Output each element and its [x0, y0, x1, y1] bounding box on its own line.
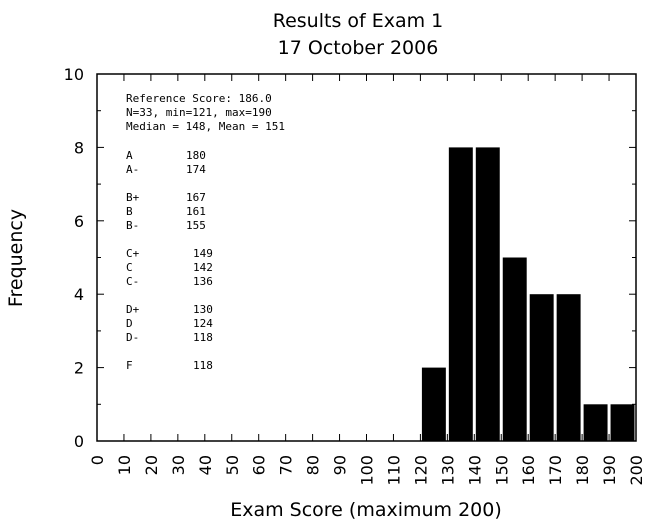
- bar-180: [583, 404, 608, 441]
- bar-160: [529, 294, 554, 441]
- y-tick-label: 2: [74, 359, 84, 378]
- y-axis-label: Frequency: [5, 209, 27, 307]
- x-tick-label: 190: [600, 455, 619, 486]
- bar-120: [421, 367, 446, 441]
- grade-label: C+: [126, 247, 140, 260]
- grade-cutoff-score: 180: [186, 149, 206, 162]
- grade-label: D: [126, 317, 133, 330]
- grade-label: A-: [126, 163, 139, 176]
- x-tick-label: 100: [358, 455, 377, 486]
- bar-150: [502, 257, 527, 441]
- y-tick-label: 6: [74, 212, 84, 231]
- grade-cutoff-score: 155: [186, 219, 206, 232]
- grade-cutoff-score: 174: [186, 163, 206, 176]
- x-tick-label: 130: [438, 455, 457, 486]
- grade-cutoff-score: 118: [193, 331, 213, 344]
- x-tick-label: 180: [573, 455, 592, 486]
- bar-130: [448, 147, 473, 441]
- x-axis-label: Exam Score (maximum 200): [230, 499, 502, 521]
- bars-group: [421, 147, 635, 441]
- grade-cutoff-score: 149: [193, 247, 213, 260]
- grade-label: F: [126, 359, 133, 372]
- chart-subtitle: 17 October 2006: [278, 37, 439, 59]
- x-tick-label: 50: [223, 455, 242, 475]
- grade-label: B: [126, 205, 133, 218]
- x-tick-label: 150: [492, 455, 511, 486]
- grade-label: D+: [126, 303, 140, 316]
- x-tick-label: 80: [304, 455, 323, 475]
- x-tick-label: 160: [519, 455, 538, 486]
- grade-cutoff-score: 161: [186, 205, 206, 218]
- grade-cutoff-score: 167: [186, 191, 206, 204]
- x-tick-label: 0: [88, 455, 107, 465]
- x-tick-label: 110: [384, 455, 403, 486]
- x-tick-label: 30: [169, 455, 188, 475]
- grade-label: C-: [126, 275, 139, 288]
- x-tick-label: 40: [196, 455, 215, 475]
- grade-label: B+: [126, 191, 140, 204]
- grade-label: A: [126, 149, 133, 162]
- stats-annotation: Reference Score: 186.0N=33, min=121, max…: [126, 92, 285, 372]
- bar-140: [475, 147, 500, 441]
- x-tick-label: 70: [277, 455, 296, 475]
- y-tick-label: 8: [74, 138, 84, 157]
- bar-170: [556, 294, 581, 441]
- x-tick-label: 140: [465, 455, 484, 486]
- y-tick-label: 0: [74, 432, 84, 451]
- x-tick-label: 120: [411, 455, 430, 486]
- y-tick-label: 10: [64, 65, 84, 84]
- grade-label: C: [126, 261, 133, 274]
- x-tick-label: 170: [546, 455, 565, 486]
- grade-label: D-: [126, 331, 139, 344]
- grade-cutoff-score: 142: [193, 261, 213, 274]
- x-tick-label: 200: [627, 455, 646, 486]
- x-tick-label: 60: [250, 455, 269, 475]
- grade-cutoff-score: 130: [193, 303, 213, 316]
- chart-title: Results of Exam 1: [273, 10, 444, 32]
- x-tick-label: 20: [142, 455, 161, 475]
- stats-line: Median = 148, Mean = 151: [126, 120, 285, 133]
- x-tick-label: 10: [115, 455, 134, 475]
- grade-cutoff-score: 136: [193, 275, 213, 288]
- stats-line: N=33, min=121, max=190: [126, 106, 272, 119]
- bar-190: [610, 404, 635, 441]
- grade-label: B-: [126, 219, 139, 232]
- y-tick-label: 4: [74, 285, 84, 304]
- grade-cutoff-score: 118: [193, 359, 213, 372]
- stats-line: Reference Score: 186.0: [126, 92, 272, 105]
- grade-cutoff-score: 124: [193, 317, 213, 330]
- x-tick-label: 90: [331, 455, 350, 475]
